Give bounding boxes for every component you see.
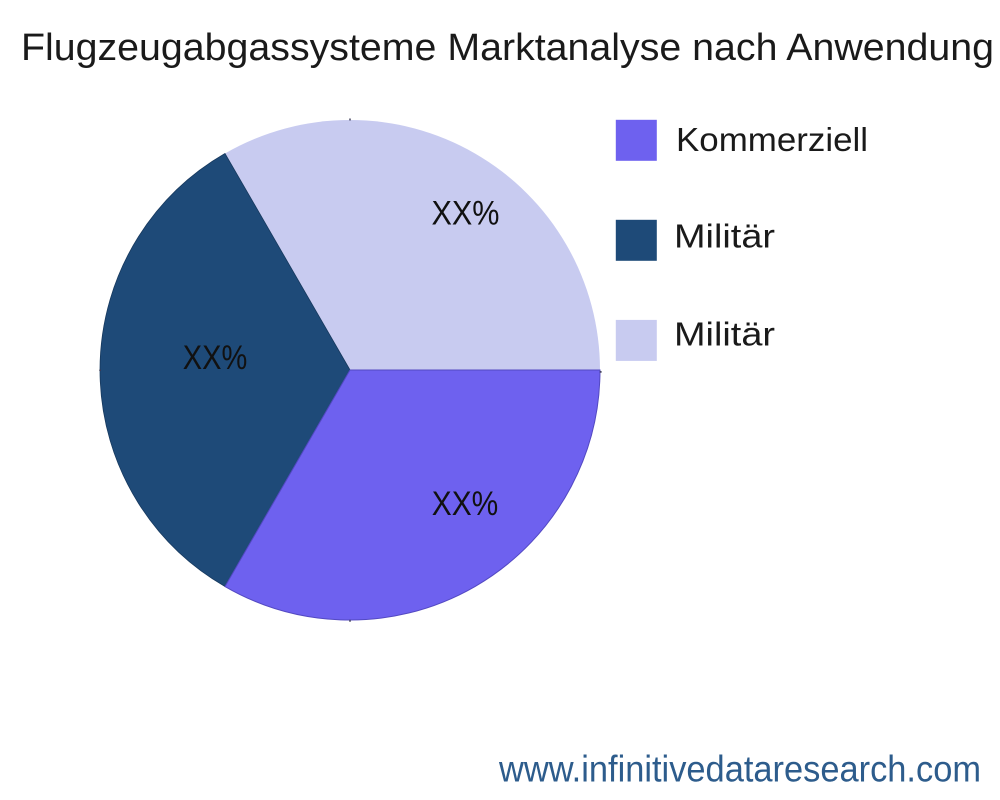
svg-text:Kommerziell: Kommerziell <box>676 121 868 158</box>
svg-text:www.infinitivedataresearch.com: www.infinitivedataresearch.com <box>498 748 981 790</box>
svg-text:XX%: XX% <box>183 339 248 377</box>
svg-text:Militär: Militär <box>674 218 775 255</box>
svg-text:Flugzeugabgassysteme Marktanal: Flugzeugabgassysteme Marktanalyse nach A… <box>21 27 994 69</box>
svg-text:XX%: XX% <box>432 195 500 233</box>
svg-text:XX%: XX% <box>432 485 499 523</box>
svg-text:Militär: Militär <box>674 316 775 353</box>
